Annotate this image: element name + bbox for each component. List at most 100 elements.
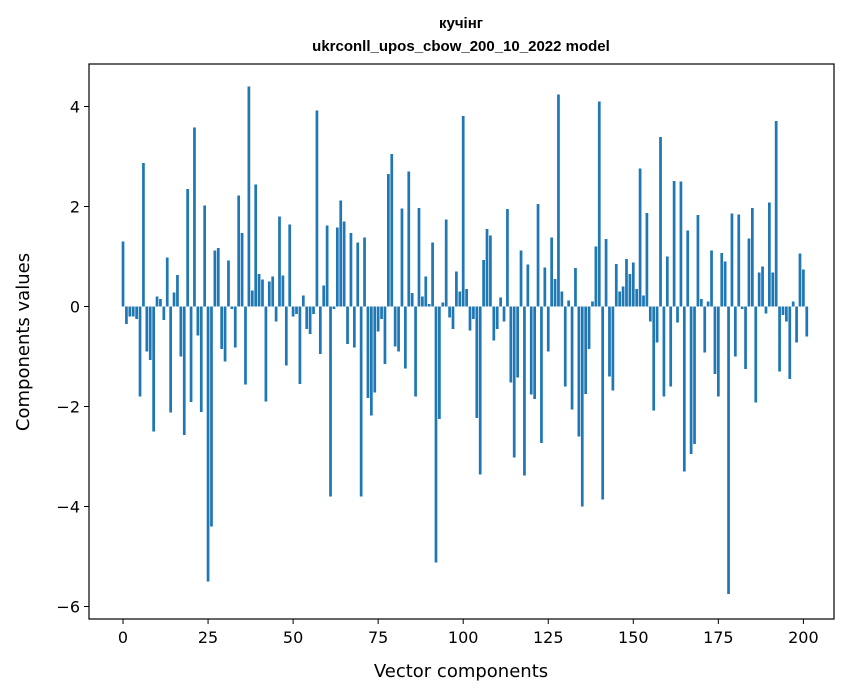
bar <box>492 306 496 341</box>
bar <box>557 94 560 307</box>
bar <box>301 295 305 307</box>
bar <box>199 306 203 412</box>
bar <box>203 205 207 307</box>
bar <box>261 279 264 307</box>
bar <box>720 253 724 307</box>
bar <box>757 272 761 307</box>
bar <box>308 306 312 334</box>
bar <box>318 306 322 354</box>
chart-title: кучінг <box>439 15 483 32</box>
bar <box>373 306 377 393</box>
bar <box>495 306 499 329</box>
bar <box>295 306 298 314</box>
bar <box>298 306 302 384</box>
bar <box>574 268 577 307</box>
bar <box>682 306 686 472</box>
bar <box>431 242 434 307</box>
bar <box>727 306 730 594</box>
bar <box>458 291 462 307</box>
x-tick-label: 25 <box>198 628 218 647</box>
bar <box>417 208 421 307</box>
bar <box>509 306 513 383</box>
bar <box>387 174 390 307</box>
bar <box>383 306 387 364</box>
x-axis-label: Vector components <box>374 661 548 682</box>
bar <box>278 216 281 307</box>
bar <box>444 219 448 307</box>
bars <box>121 86 809 594</box>
bar <box>716 306 720 397</box>
bar <box>121 241 125 307</box>
bar <box>642 295 645 307</box>
bar <box>274 306 278 322</box>
bar <box>710 250 713 307</box>
y-axis-ticks: −6 −4 −2 0 2 4 <box>56 98 89 617</box>
bar <box>747 238 751 307</box>
bar <box>529 306 533 395</box>
bar <box>570 306 574 410</box>
bar <box>448 306 451 318</box>
bar <box>346 306 349 344</box>
y-tick-label: 0 <box>70 298 80 317</box>
bar <box>662 306 666 397</box>
bar <box>281 275 285 307</box>
y-tick-label: 4 <box>70 98 80 117</box>
bar <box>655 306 659 343</box>
bar <box>580 306 584 507</box>
bar <box>339 200 343 307</box>
bar <box>271 276 275 307</box>
bar <box>223 306 227 362</box>
bar <box>587 306 591 349</box>
bar <box>145 306 149 352</box>
bar <box>645 213 649 307</box>
x-tick-label: 50 <box>283 628 303 647</box>
bar <box>618 291 622 307</box>
bar <box>434 306 438 563</box>
bar <box>601 306 605 500</box>
bar <box>257 274 261 307</box>
bar <box>125 306 128 324</box>
bar <box>737 214 741 307</box>
bar <box>686 230 690 307</box>
x-axis-ticks: 0 25 50 75 100 125 150 175 200 <box>118 619 819 647</box>
bar <box>335 227 339 307</box>
bar <box>489 235 492 307</box>
bar <box>703 306 707 353</box>
bar <box>407 171 411 307</box>
bar <box>696 215 700 307</box>
bar <box>128 306 132 317</box>
bar <box>455 271 458 307</box>
bar <box>376 306 380 332</box>
bar <box>764 306 768 314</box>
bar <box>567 300 571 307</box>
bar <box>148 306 152 360</box>
bar <box>560 291 564 307</box>
bar <box>540 306 543 443</box>
bar <box>244 306 247 385</box>
y-tick-label: −6 <box>56 598 80 617</box>
bar <box>206 306 210 582</box>
bar <box>635 289 639 307</box>
bar <box>461 116 465 307</box>
bar <box>608 306 611 377</box>
plot-frame <box>88 63 835 620</box>
bar <box>264 306 268 402</box>
bar <box>536 204 540 307</box>
bar <box>652 306 656 411</box>
bar <box>750 208 754 307</box>
y-tick-label: −4 <box>56 498 80 517</box>
bar <box>267 281 271 307</box>
bar <box>689 306 693 454</box>
bar <box>625 259 628 307</box>
bar <box>189 306 193 402</box>
bar <box>369 306 373 416</box>
bar <box>240 233 244 307</box>
x-tick-label: 175 <box>703 628 734 647</box>
y-tick-label: 2 <box>70 198 80 217</box>
bar <box>631 262 635 307</box>
bar <box>172 292 176 307</box>
bar <box>594 246 598 307</box>
bar <box>210 306 213 527</box>
bar <box>169 306 173 413</box>
